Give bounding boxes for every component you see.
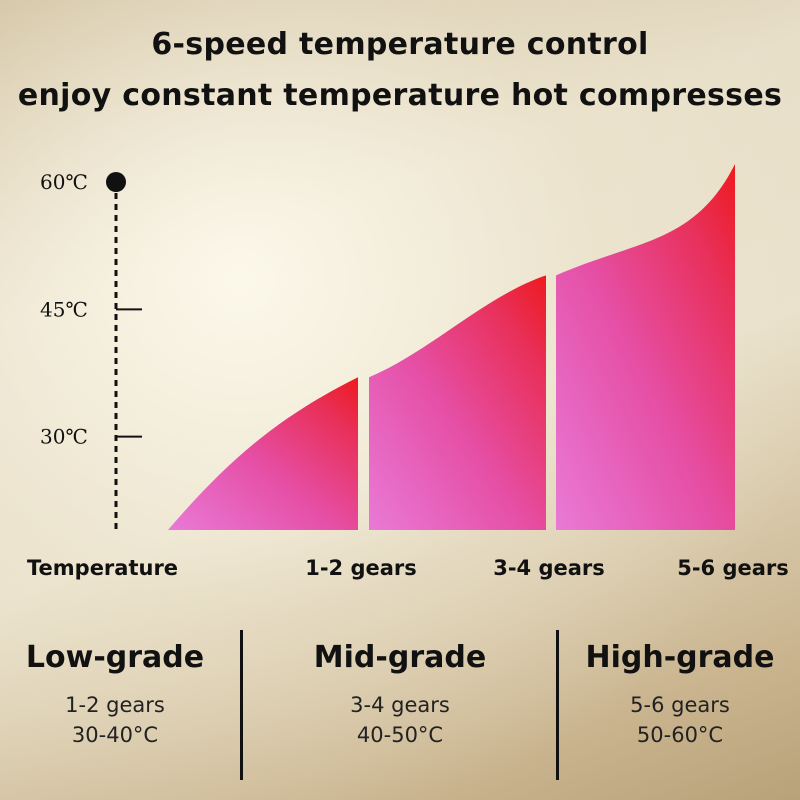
chart-title: 6-speed temperature control (151, 27, 649, 62)
grade-name: Low-grade (25, 640, 205, 675)
x-tick-label: 5-6 gears (677, 556, 789, 580)
grade-range: 50-60°C (636, 723, 724, 747)
x-axis-label: Temperature (27, 556, 178, 580)
grade-column-low: Low-grade 1-2 gears 30-40°C (0, 640, 230, 747)
grade-name: High-grade (585, 640, 775, 675)
y-tick-label: 30℃ (40, 425, 88, 449)
grade-range: 40-50°C (356, 723, 444, 747)
grade-gears: 5-6 gears (630, 693, 730, 717)
area-segment (369, 275, 546, 530)
area-segment (168, 377, 358, 530)
y-tick-label: 60℃ (40, 170, 88, 194)
grade-divider (240, 630, 243, 780)
area-segment (556, 164, 735, 530)
temperature-chart: 30℃ 45℃ 60℃ Temperature 1-2 gears 3-4 gears 5-… (27, 164, 789, 580)
grade-column-mid: Mid-grade 3-4 gears 40-50°C (285, 640, 515, 747)
grade-gears: 3-4 gears (350, 693, 450, 717)
grade-divider (556, 630, 559, 780)
x-tick-label: 1-2 gears (305, 556, 417, 580)
grade-name: Mid-grade (313, 640, 487, 675)
grade-gears: 1-2 gears (65, 693, 165, 717)
chart-subtitle: enjoy constant temperature hot compresse… (17, 78, 783, 113)
axis-top-marker (106, 172, 126, 192)
grade-column-high: High-grade 5-6 gears 50-60°C (565, 640, 795, 747)
grade-range: 30-40°C (71, 723, 159, 747)
x-tick-label: 3-4 gears (493, 556, 605, 580)
y-tick-label: 45℃ (40, 297, 88, 321)
